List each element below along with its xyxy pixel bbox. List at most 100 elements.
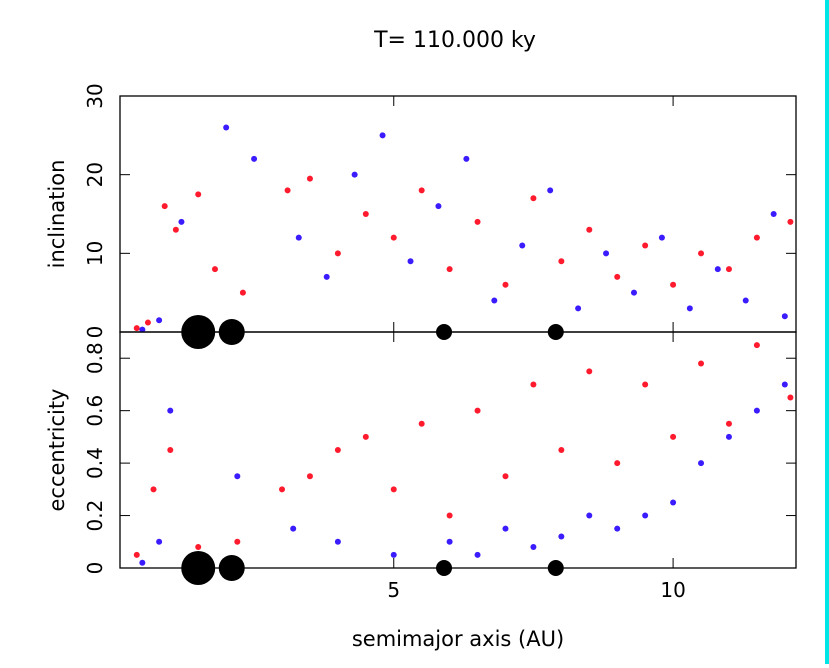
data-point bbox=[290, 525, 297, 532]
data-point bbox=[334, 447, 341, 453]
data-point bbox=[586, 226, 593, 233]
data-point bbox=[323, 273, 330, 280]
data-point bbox=[642, 512, 649, 519]
data-point bbox=[686, 305, 693, 312]
data-point bbox=[234, 538, 241, 545]
data-point bbox=[586, 368, 593, 375]
y-tick-label: 0.8 bbox=[83, 342, 107, 374]
y-tick-label: 30 bbox=[83, 83, 107, 108]
data-point bbox=[379, 132, 386, 139]
planet-marker bbox=[218, 555, 245, 581]
data-point bbox=[446, 512, 453, 519]
data-point bbox=[139, 326, 146, 333]
x-axis-label: semimajor axis (AU) bbox=[352, 627, 564, 651]
data-point bbox=[502, 281, 509, 288]
y-tick-label: 0 bbox=[83, 562, 107, 575]
data-point bbox=[435, 203, 442, 210]
data-point bbox=[133, 551, 140, 558]
data-point bbox=[178, 218, 185, 225]
data-point bbox=[150, 486, 157, 493]
data-point bbox=[753, 234, 760, 241]
data-point bbox=[614, 525, 621, 532]
eccentricity-panel: 0 0.2 0.4 0.6 0.8 5 10 eccentricity semimajor ax… bbox=[45, 331, 797, 651]
y-tick-label: 0.4 bbox=[83, 447, 107, 479]
data-point bbox=[284, 187, 291, 194]
data-point bbox=[519, 242, 526, 249]
data-point bbox=[234, 473, 241, 480]
data-point bbox=[156, 538, 163, 545]
data-point bbox=[161, 203, 168, 210]
data-point bbox=[306, 473, 313, 480]
plot-area-frame bbox=[119, 95, 797, 333]
data-point bbox=[603, 250, 610, 257]
data-point bbox=[614, 460, 621, 467]
data-point bbox=[195, 544, 202, 551]
chart-title: T= 110.000 ky bbox=[373, 28, 536, 53]
data-point bbox=[211, 266, 218, 273]
data-point bbox=[787, 218, 794, 225]
data-point bbox=[586, 512, 593, 519]
data-point bbox=[698, 250, 705, 257]
data-point bbox=[658, 234, 665, 241]
x-tick-label: 10 bbox=[660, 578, 685, 602]
data-point bbox=[418, 187, 425, 194]
data-point bbox=[167, 447, 174, 453]
data-point bbox=[463, 155, 470, 162]
data-point bbox=[195, 191, 202, 198]
data-point bbox=[167, 407, 174, 414]
data-point bbox=[781, 313, 788, 320]
data-point bbox=[530, 544, 537, 551]
data-point bbox=[714, 266, 721, 273]
data-point bbox=[558, 447, 565, 453]
data-point bbox=[172, 226, 179, 233]
data-point bbox=[156, 317, 163, 324]
plot-area-frame bbox=[119, 331, 797, 569]
data-point bbox=[530, 195, 537, 202]
data-point bbox=[770, 211, 777, 217]
data-point bbox=[362, 211, 369, 217]
planet-marker bbox=[547, 560, 564, 576]
data-point bbox=[642, 381, 649, 388]
data-point bbox=[474, 407, 481, 414]
data-point bbox=[446, 266, 453, 273]
data-point bbox=[547, 187, 554, 194]
data-point bbox=[630, 289, 637, 296]
data-point bbox=[491, 297, 498, 304]
data-point bbox=[502, 525, 509, 532]
y-axis-label: inclination bbox=[45, 160, 69, 269]
data-point bbox=[239, 289, 246, 296]
data-point bbox=[670, 499, 677, 506]
data-point bbox=[306, 175, 313, 182]
data-point bbox=[787, 394, 794, 401]
data-point bbox=[223, 124, 230, 131]
x-tick-label: 5 bbox=[387, 578, 400, 602]
data-point bbox=[279, 486, 286, 493]
data-point bbox=[144, 319, 151, 326]
data-point bbox=[558, 258, 565, 265]
y-tick-label: 0.2 bbox=[83, 500, 107, 532]
data-point bbox=[753, 407, 760, 414]
data-point bbox=[446, 538, 453, 545]
window-edge-strip bbox=[825, 0, 829, 664]
data-point bbox=[390, 551, 397, 558]
data-point bbox=[642, 242, 649, 249]
data-point bbox=[698, 460, 705, 467]
y-axis-label: eccentricity bbox=[45, 389, 69, 512]
data-point bbox=[334, 250, 341, 257]
y-tick-label: 10 bbox=[83, 241, 107, 266]
planet-marker bbox=[181, 551, 216, 585]
data-point bbox=[670, 281, 677, 288]
data-point bbox=[725, 266, 732, 273]
data-point bbox=[474, 551, 481, 558]
data-point bbox=[753, 342, 760, 349]
data-point bbox=[139, 559, 146, 566]
data-point bbox=[418, 420, 425, 427]
data-point bbox=[351, 171, 358, 178]
data-point bbox=[698, 360, 705, 367]
data-point bbox=[362, 433, 369, 440]
y-tick-label: 20 bbox=[83, 162, 107, 187]
data-point bbox=[742, 297, 749, 304]
data-point bbox=[295, 234, 302, 241]
data-point bbox=[407, 258, 414, 265]
